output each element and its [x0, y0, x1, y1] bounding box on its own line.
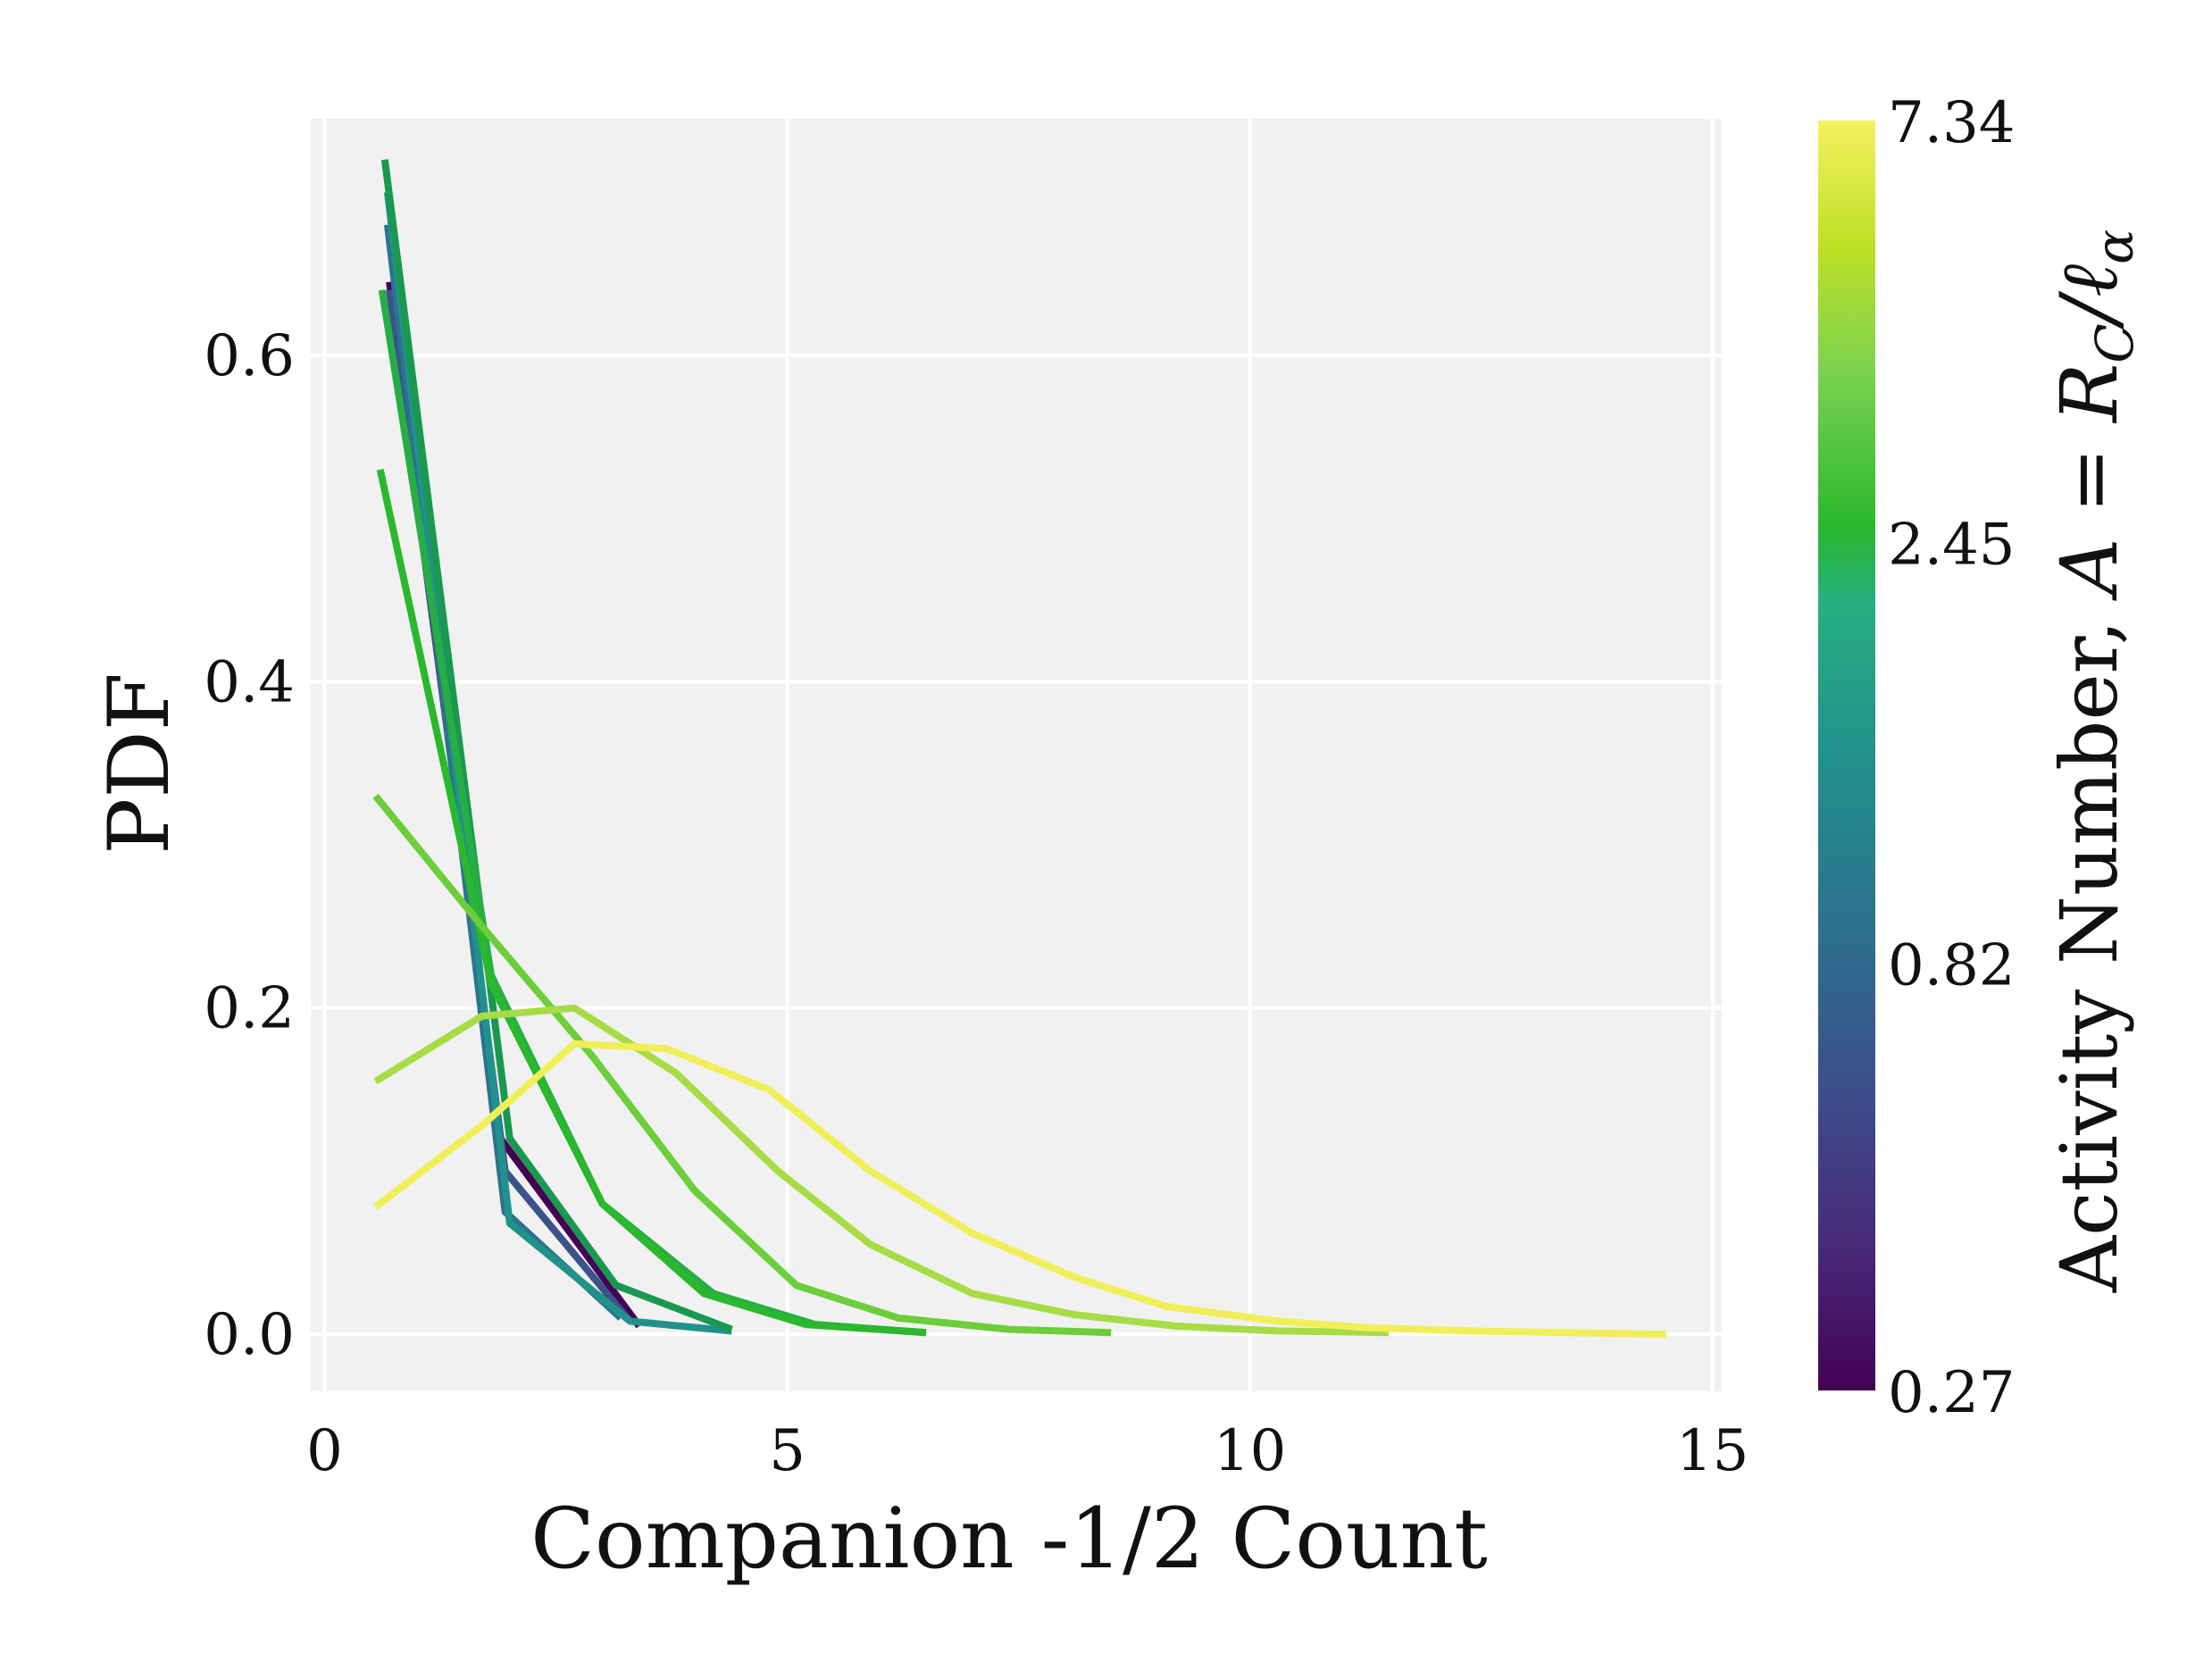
colorbar-tick-2: 0.82	[1888, 933, 2016, 999]
colorbar-label-sub2: α	[2084, 230, 2145, 264]
y-tick-label-0: 0.0	[204, 1302, 295, 1368]
y-tick-labels: 0.0 0.2 0.4 0.6	[204, 323, 295, 1368]
series-line-8	[373, 1004, 1390, 1337]
colorbar-tick-0: 7.34	[1888, 90, 2016, 156]
x-tick-label-1: 5	[769, 1418, 806, 1484]
plot-background	[311, 119, 1722, 1391]
x-tick-label-3: 15	[1676, 1418, 1749, 1484]
colorbar-tick-labels: 7.34 2.45 0.82 0.27	[1888, 90, 2016, 1426]
series-line-7	[372, 793, 1112, 1337]
series-group	[372, 159, 1666, 1339]
colorbar-label-sub: C	[2084, 323, 2145, 363]
colorbar-label-text: Activity Number,	[2043, 595, 2135, 1293]
y-tick-label-3: 0.6	[204, 323, 295, 389]
colorbar-label-rest: /ℓ	[2043, 264, 2135, 330]
colorbar	[1818, 121, 1875, 1390]
colorbar-label-math: A = R	[2043, 363, 2135, 602]
x-tick-label-2: 10	[1214, 1418, 1286, 1484]
series-line-6	[376, 468, 927, 1337]
x-axis-label: Companion -1/2 Count	[530, 1490, 1488, 1588]
series-line-4	[380, 159, 733, 1333]
y-axis-label: PDF	[91, 672, 188, 855]
colorbar-tick-1: 2.45	[1888, 512, 2016, 578]
y-tick-label-2: 0.4	[204, 649, 295, 715]
colorbar-tick-3: 0.27	[1888, 1360, 2016, 1426]
series-line-9	[373, 1040, 1666, 1339]
x-tick-labels: 0 5 10 15	[306, 1418, 1749, 1484]
colorbar-label: Activity Number, A = RC/ℓα	[2043, 230, 2145, 1294]
y-tick-label-1: 0.2	[204, 976, 295, 1042]
x-tick-label-0: 0	[306, 1418, 343, 1484]
